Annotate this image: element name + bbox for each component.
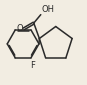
Text: OH: OH xyxy=(42,5,55,14)
Text: F: F xyxy=(30,61,35,70)
Text: O: O xyxy=(17,24,23,33)
